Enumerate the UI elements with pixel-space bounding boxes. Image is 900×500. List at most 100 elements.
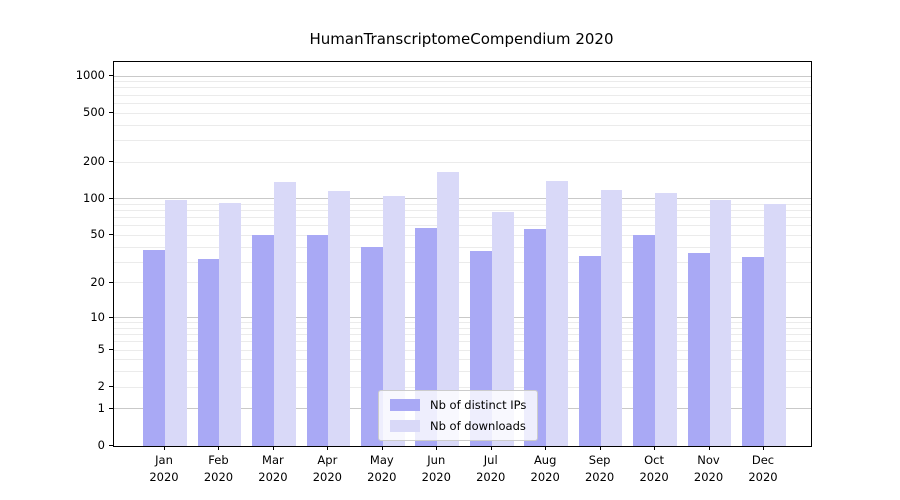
y-tick-label: 200 bbox=[83, 154, 105, 168]
x-tick-mark bbox=[327, 446, 329, 450]
bar-downloads-sep bbox=[600, 190, 623, 446]
x-tick-label: Dec 2020 bbox=[748, 453, 778, 484]
y-tick-mark bbox=[109, 445, 113, 446]
x-tick-label: Sep 2020 bbox=[584, 453, 615, 484]
legend-item-downloads: Nb of downloads bbox=[390, 419, 526, 433]
y-tick-mark bbox=[109, 349, 113, 351]
y-tick-label: 2 bbox=[97, 379, 105, 394]
y-tick-mark bbox=[109, 161, 113, 162]
bar-downloads-aug bbox=[546, 181, 568, 446]
minor-gridline bbox=[114, 210, 811, 212]
x-tick-mark bbox=[762, 446, 764, 450]
minor-gridline bbox=[114, 225, 811, 227]
minor-gridline bbox=[114, 112, 811, 114]
y-tick-mark bbox=[109, 234, 113, 236]
minor-gridline bbox=[114, 341, 811, 343]
bar-downloads-mar bbox=[273, 182, 296, 446]
legend-label-distinct-ips: Nb of distinct IPs bbox=[430, 398, 527, 412]
x-tick-mark bbox=[436, 446, 438, 450]
x-tick-mark bbox=[272, 446, 274, 450]
minor-gridline bbox=[114, 261, 811, 263]
x-tick-label: Jan 2020 bbox=[149, 453, 179, 484]
legend: Nb of distinct IPs Nb of downloads bbox=[378, 390, 539, 441]
x-tick-label: Oct 2020 bbox=[639, 453, 669, 484]
minor-gridline bbox=[114, 81, 811, 83]
x-tick-label: Feb 2020 bbox=[203, 453, 234, 484]
y-tick-label: 1 bbox=[97, 400, 105, 415]
x-tick-label: Aug 2020 bbox=[530, 453, 560, 484]
bar-downloads-may bbox=[382, 196, 405, 446]
bar-distinct-ips-sep bbox=[578, 255, 601, 446]
minor-gridline bbox=[114, 102, 811, 104]
bar-distinct-ips-nov bbox=[687, 252, 710, 446]
x-tick-mark bbox=[218, 446, 220, 450]
y-tick-label: 5 bbox=[97, 342, 105, 357]
minor-gridline bbox=[114, 371, 811, 373]
x-tick-mark bbox=[490, 446, 492, 450]
minor-gridline bbox=[114, 217, 811, 219]
legend-item-distinct-ips: Nb of distinct IPs bbox=[390, 398, 526, 412]
plot-area: Nb of distinct IPs Nb of downloads bbox=[113, 61, 812, 447]
bar-distinct-ips-dec bbox=[742, 257, 764, 446]
bar-distinct-ips-jan bbox=[143, 249, 165, 446]
bar-downloads-nov bbox=[709, 199, 732, 446]
minor-gridline bbox=[114, 234, 811, 236]
x-tick-mark bbox=[381, 446, 383, 450]
major-gridline bbox=[114, 317, 811, 319]
chart-title: HumanTranscriptomeCompendium 2020 bbox=[309, 30, 614, 48]
x-tick-label: Nov 2020 bbox=[693, 453, 724, 484]
bar-downloads-jun bbox=[437, 172, 460, 446]
x-tick-mark bbox=[654, 446, 656, 450]
bar-downloads-dec bbox=[763, 203, 786, 446]
minor-gridline bbox=[114, 246, 811, 248]
major-gridline bbox=[114, 75, 811, 77]
minor-gridline bbox=[114, 322, 811, 324]
bar-downloads-apr bbox=[328, 190, 351, 446]
y-tick-mark bbox=[109, 75, 113, 77]
x-tick-label: Mar 2020 bbox=[258, 453, 288, 484]
y-tick-label: 10 bbox=[90, 309, 105, 324]
y-tick-mark bbox=[109, 281, 113, 283]
x-tick-label: Jun 2020 bbox=[421, 453, 451, 484]
minor-gridline bbox=[114, 203, 811, 205]
bar-distinct-ips-may bbox=[361, 247, 383, 446]
y-tick-label: 0 bbox=[97, 438, 105, 452]
y-tick-mark bbox=[109, 386, 113, 388]
y-tick-label: 20 bbox=[90, 274, 105, 289]
bar-distinct-ips-oct bbox=[633, 235, 656, 446]
bar-downloads-feb bbox=[219, 202, 242, 446]
y-tick-mark bbox=[109, 197, 113, 199]
bar-distinct-ips-mar bbox=[252, 235, 274, 446]
y-tick-mark bbox=[109, 407, 113, 409]
minor-gridline bbox=[114, 334, 811, 336]
minor-gridline bbox=[114, 139, 811, 141]
legend-label-downloads: Nb of downloads bbox=[430, 419, 526, 433]
y-tick-label: 100 bbox=[83, 190, 105, 205]
minor-gridline bbox=[114, 94, 811, 96]
minor-gridline bbox=[114, 327, 811, 329]
legend-swatch-downloads bbox=[390, 420, 420, 432]
x-tick-label: Jul 2020 bbox=[476, 453, 506, 484]
bar-downloads-oct bbox=[655, 192, 677, 446]
y-tick-label: 1000 bbox=[75, 68, 105, 83]
bar-distinct-ips-apr bbox=[306, 235, 329, 446]
minor-gridline bbox=[114, 87, 811, 89]
y-tick-mark bbox=[109, 316, 113, 318]
minor-gridline bbox=[114, 386, 811, 388]
legend-swatch-distinct-ips bbox=[390, 399, 420, 411]
x-tick-mark bbox=[599, 446, 601, 450]
x-tick-mark bbox=[545, 446, 547, 450]
x-tick-label: May 2020 bbox=[367, 453, 397, 484]
y-tick-mark bbox=[109, 112, 113, 114]
minor-gridline bbox=[114, 282, 811, 284]
x-tick-mark bbox=[164, 446, 165, 450]
minor-gridline bbox=[114, 349, 811, 351]
y-tick-label: 50 bbox=[90, 227, 105, 242]
bar-distinct-ips-feb bbox=[197, 258, 220, 446]
bar-downloads-jul bbox=[491, 212, 514, 446]
bar-downloads-jan bbox=[165, 199, 187, 446]
x-tick-label: Apr 2020 bbox=[312, 453, 342, 484]
minor-gridline bbox=[114, 359, 811, 361]
x-tick-mark bbox=[708, 446, 710, 450]
